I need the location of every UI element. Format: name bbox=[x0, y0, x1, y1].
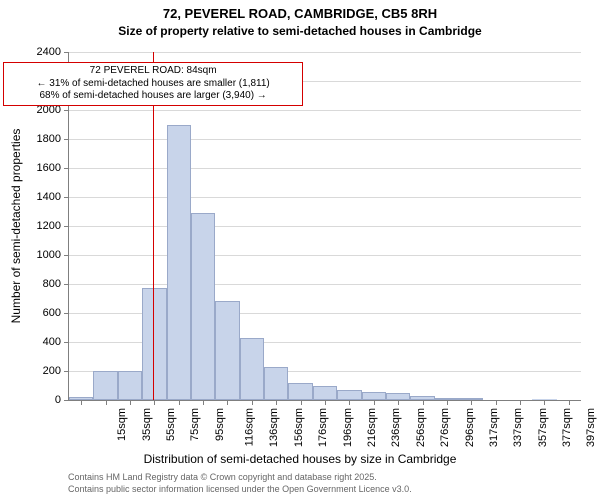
xtick-mark bbox=[130, 400, 131, 405]
x-axis-label: Distribution of semi-detached houses by … bbox=[0, 452, 600, 466]
xtick-label: 216sqm bbox=[366, 400, 378, 447]
annotation-line2: ← 31% of semi-detached houses are smalle… bbox=[8, 78, 298, 91]
annotation-line1: 72 PEVEREL ROAD: 84sqm bbox=[8, 65, 298, 78]
gridline bbox=[69, 255, 581, 256]
gridline bbox=[69, 52, 581, 53]
xtick-mark bbox=[349, 400, 350, 405]
gridline bbox=[69, 168, 581, 169]
ytick-label: 200 bbox=[43, 365, 69, 377]
histogram-bar bbox=[118, 371, 142, 400]
ytick-label: 1400 bbox=[37, 191, 69, 203]
xtick-label: 196sqm bbox=[342, 400, 354, 447]
xtick-mark bbox=[569, 400, 570, 405]
xtick-label: 296sqm bbox=[464, 400, 476, 447]
xtick-label: 75sqm bbox=[189, 400, 201, 441]
xtick-mark bbox=[227, 400, 228, 405]
ytick-label: 1200 bbox=[37, 220, 69, 232]
chart-title-line2: Size of property relative to semi-detach… bbox=[0, 24, 600, 38]
xtick-label: 35sqm bbox=[141, 400, 153, 441]
gridline bbox=[69, 139, 581, 140]
footer-line2: Contains public sector information licen… bbox=[68, 484, 412, 496]
xtick-label: 176sqm bbox=[317, 400, 329, 447]
xtick-label: 317sqm bbox=[488, 400, 500, 447]
histogram-bar bbox=[142, 288, 166, 400]
ytick-label: 0 bbox=[55, 394, 69, 406]
xtick-mark bbox=[276, 400, 277, 405]
ytick-label: 1800 bbox=[37, 133, 69, 145]
xtick-label: 116sqm bbox=[243, 400, 255, 446]
gridline bbox=[69, 284, 581, 285]
xtick-mark bbox=[106, 400, 107, 405]
ytick-label: 2000 bbox=[37, 104, 69, 116]
ytick-label: 2400 bbox=[37, 46, 69, 58]
xtick-mark bbox=[203, 400, 204, 405]
annotation-line3: 68% of semi-detached houses are larger (… bbox=[8, 90, 298, 103]
xtick-label: 377sqm bbox=[561, 400, 573, 447]
histogram-bar bbox=[264, 367, 288, 400]
histogram-bar bbox=[313, 386, 337, 401]
xtick-mark bbox=[154, 400, 155, 405]
property-size-histogram: 72, PEVEREL ROAD, CAMBRIDGE, CB5 8RH Siz… bbox=[0, 0, 600, 500]
xtick-mark bbox=[447, 400, 448, 405]
ytick-label: 800 bbox=[43, 278, 69, 290]
histogram-bar bbox=[93, 371, 117, 400]
histogram-bar bbox=[337, 390, 361, 400]
footer-line1: Contains HM Land Registry data © Crown c… bbox=[68, 472, 412, 484]
gridline bbox=[69, 110, 581, 111]
xtick-mark bbox=[423, 400, 424, 405]
xtick-label: 156sqm bbox=[293, 400, 305, 447]
xtick-mark bbox=[301, 400, 302, 405]
histogram-bar bbox=[240, 338, 264, 400]
xtick-mark bbox=[81, 400, 82, 405]
xtick-label: 397sqm bbox=[586, 400, 598, 447]
xtick-mark bbox=[252, 400, 253, 405]
histogram-bar bbox=[191, 213, 215, 400]
xtick-label: 256sqm bbox=[415, 400, 427, 447]
chart-title-line1: 72, PEVEREL ROAD, CAMBRIDGE, CB5 8RH bbox=[0, 6, 600, 21]
xtick-mark bbox=[398, 400, 399, 405]
xtick-label: 236sqm bbox=[391, 400, 403, 447]
xtick-mark bbox=[325, 400, 326, 405]
histogram-bar bbox=[362, 392, 386, 400]
xtick-label: 55sqm bbox=[165, 400, 177, 441]
histogram-bar bbox=[215, 301, 239, 400]
xtick-label: 15sqm bbox=[116, 400, 128, 441]
xtick-mark bbox=[374, 400, 375, 405]
xtick-mark bbox=[179, 400, 180, 405]
y-axis-label: Number of semi-detached properties bbox=[9, 129, 23, 324]
xtick-label: 136sqm bbox=[269, 400, 281, 447]
plot-area: 0200400600800100012001400160018002000220… bbox=[68, 52, 581, 401]
ytick-label: 1000 bbox=[37, 249, 69, 261]
histogram-bar bbox=[167, 125, 191, 401]
gridline bbox=[69, 226, 581, 227]
ytick-label: 600 bbox=[43, 307, 69, 319]
annotation-box: 72 PEVEREL ROAD: 84sqm← 31% of semi-deta… bbox=[3, 62, 303, 106]
xtick-label: 95sqm bbox=[214, 400, 226, 441]
ytick-label: 1600 bbox=[37, 162, 69, 174]
xtick-mark bbox=[544, 400, 545, 405]
xtick-label: 357sqm bbox=[537, 400, 549, 447]
xtick-mark bbox=[496, 400, 497, 405]
xtick-label: 337sqm bbox=[512, 400, 524, 447]
xtick-label: 276sqm bbox=[439, 400, 451, 447]
histogram-bar bbox=[288, 383, 312, 400]
ytick-label: 400 bbox=[43, 336, 69, 348]
footer-attribution: Contains HM Land Registry data © Crown c… bbox=[68, 472, 412, 495]
xtick-mark bbox=[471, 400, 472, 405]
gridline bbox=[69, 197, 581, 198]
xtick-mark bbox=[520, 400, 521, 405]
